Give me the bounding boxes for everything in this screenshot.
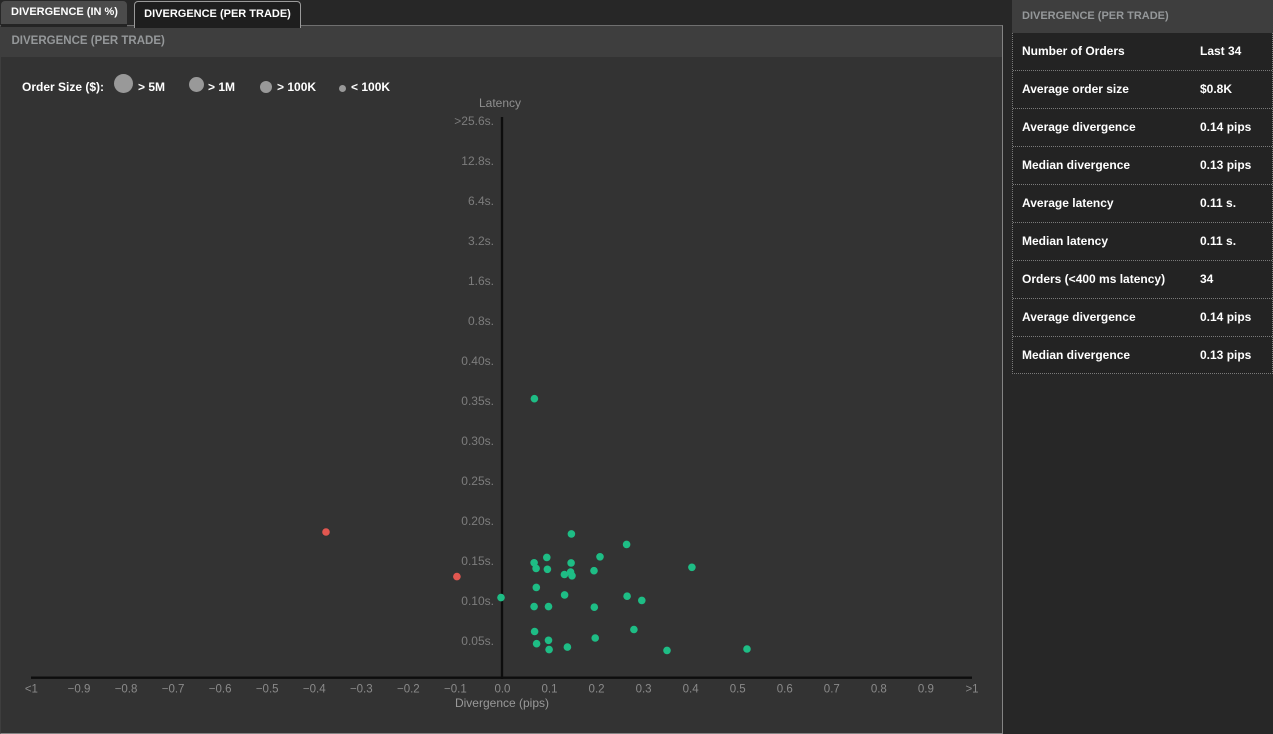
svg-text:0.30s.: 0.30s. (461, 434, 494, 448)
svg-text:12.8s.: 12.8s. (461, 154, 494, 168)
svg-text:−0.3: −0.3 (350, 684, 373, 696)
svg-text:−0.9: −0.9 (68, 684, 91, 696)
svg-text:0.25s.: 0.25s. (461, 474, 494, 488)
svg-text:0.3: 0.3 (636, 684, 652, 696)
svg-text:−0.4: −0.4 (303, 684, 326, 696)
svg-text:>1: >1 (965, 684, 978, 696)
svg-text:−0.6: −0.6 (209, 684, 232, 696)
svg-text:−0.2: −0.2 (397, 684, 420, 696)
svg-text:0.10s.: 0.10s. (461, 594, 494, 608)
svg-text:0.2: 0.2 (589, 684, 605, 696)
svg-text:−0.5: −0.5 (256, 684, 279, 696)
svg-text:0.1: 0.1 (542, 684, 558, 696)
svg-text:0.40s.: 0.40s. (461, 354, 494, 368)
svg-text:Divergence (pips): Divergence (pips) (455, 696, 549, 710)
svg-text:0.15s.: 0.15s. (461, 554, 494, 568)
svg-text:−0.7: −0.7 (162, 684, 185, 696)
svg-text:6.4s.: 6.4s. (468, 194, 494, 208)
svg-text:0.20s.: 0.20s. (461, 514, 494, 528)
svg-text:3.2s.: 3.2s. (468, 234, 494, 248)
svg-text:0.7: 0.7 (824, 684, 840, 696)
svg-text:0.05s.: 0.05s. (461, 634, 494, 648)
svg-text:−0.1: −0.1 (444, 684, 467, 696)
svg-text:0.6: 0.6 (777, 684, 793, 696)
svg-text:>25.6s.: >25.6s. (454, 114, 494, 128)
svg-text:0.9: 0.9 (918, 684, 934, 696)
svg-text:0.35s.: 0.35s. (461, 394, 494, 408)
svg-text:0.8s.: 0.8s. (468, 314, 494, 328)
svg-text:0.5: 0.5 (730, 684, 746, 696)
svg-text:Latency: Latency (479, 96, 521, 110)
svg-text:<1: <1 (25, 684, 38, 696)
svg-text:0.8: 0.8 (871, 684, 887, 696)
svg-text:0.0: 0.0 (494, 684, 510, 696)
svg-text:1.6s.: 1.6s. (468, 274, 494, 288)
svg-text:−0.8: −0.8 (115, 684, 138, 696)
svg-text:0.4: 0.4 (683, 684, 700, 696)
